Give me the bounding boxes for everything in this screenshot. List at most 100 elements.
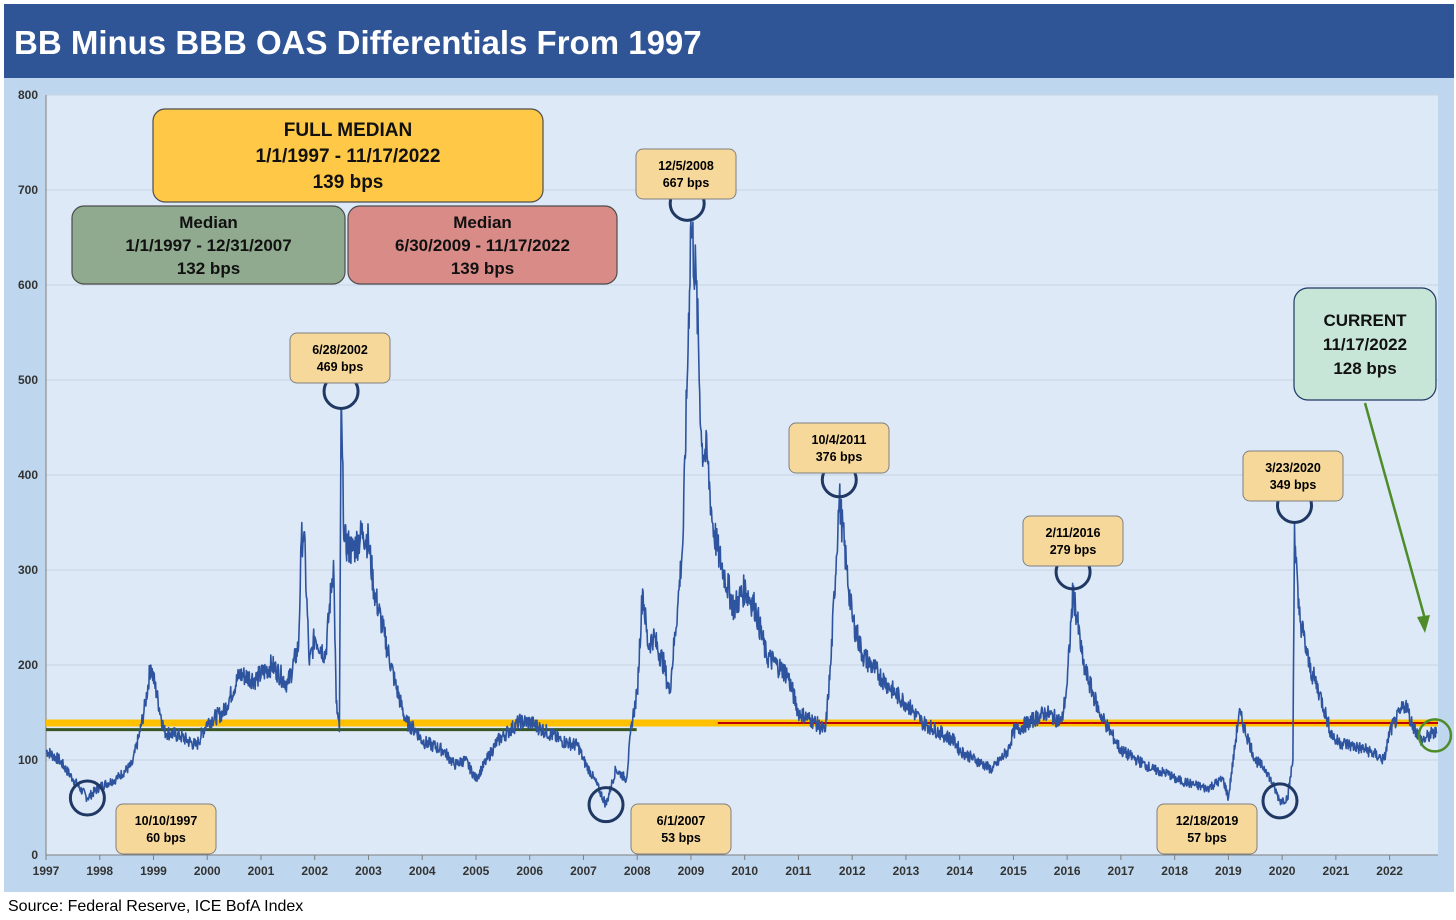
x-tick-label: 2020	[1269, 864, 1296, 878]
x-tick-label: 2012	[839, 864, 866, 878]
trough-callout: 6/1/2007 53 bps	[587, 786, 732, 855]
median-box-full: FULL MEDIAN 1/1/1997 - 11/17/2022 139 bps	[152, 108, 544, 203]
callout-box	[289, 332, 391, 384]
x-tick-label: 2021	[1323, 864, 1350, 878]
callout-date: 10/4/2011	[812, 433, 867, 447]
trough-callout: 12/18/2019 57 bps	[1156, 782, 1299, 855]
x-tick-label: 2013	[893, 864, 920, 878]
x-tick-label: 2006	[516, 864, 543, 878]
trough-marker-circle	[587, 786, 625, 824]
x-tick-label: 2022	[1376, 864, 1403, 878]
callout-date: 10/10/1997	[135, 814, 198, 828]
x-tick-label: 2008	[624, 864, 651, 878]
x-tick-label: 1999	[140, 864, 167, 878]
current-arrow-shaft	[1363, 402, 1427, 620]
median-box-pre: Median 1/1/1997 - 12/31/2007 132 bps	[71, 205, 346, 285]
x-tick-label: 2010	[731, 864, 758, 878]
chart-frame: 0 100 200 300 400 500 600 700 800 1997 1998 1999 200…	[4, 78, 1454, 892]
source-note: Source: Federal Reserve, ICE BofA Index	[8, 898, 304, 915]
median-box-bg	[347, 205, 618, 285]
x-tick-label: 2009	[678, 864, 705, 878]
current-box-bg	[1293, 287, 1437, 401]
x-tick-label: 2001	[248, 864, 275, 878]
median-box-line: 132 bps	[177, 259, 240, 278]
x-tick-label: 2005	[463, 864, 490, 878]
trough-marker-circle	[68, 779, 106, 817]
x-tick-label: 2011	[785, 864, 811, 878]
median-box-line: FULL MEDIAN	[284, 120, 412, 141]
x-tick-label: 2017	[1108, 864, 1135, 878]
x-tick-label: 2019	[1215, 864, 1242, 878]
current-box-line: CURRENT	[1323, 311, 1407, 330]
current-box-line: 128 bps	[1333, 359, 1396, 378]
y-tick-label: 100	[18, 753, 38, 767]
callout-box	[1156, 803, 1258, 855]
current-box-line: 11/17/2022	[1323, 335, 1407, 354]
median-box-line: 139 bps	[313, 172, 384, 193]
median-box-post: Median 6/30/2009 - 11/17/2022 139 bps	[347, 205, 618, 285]
callout-value: 60 bps	[146, 831, 186, 845]
callout-date: 6/1/2007	[657, 814, 706, 828]
y-tick-label: 600	[18, 278, 38, 292]
callout-box	[115, 803, 217, 855]
callout-value: 469 bps	[317, 360, 364, 374]
median-box-bg	[152, 108, 544, 203]
peak-callout: 6/28/2002 469 bps	[289, 332, 391, 410]
x-tick-label: 2014	[946, 864, 973, 878]
callout-date: 12/5/2008	[658, 159, 714, 173]
median-box-line: 6/30/2009 - 11/17/2022	[395, 236, 570, 255]
x-tick-label: 2015	[1000, 864, 1027, 878]
x-tick-label: 2007	[570, 864, 597, 878]
median-box-bg	[71, 205, 346, 285]
y-tick-label: 500	[18, 373, 38, 387]
oas-chart: 0 100 200 300 400 500 600 700 800 1997 1998 1999 200…	[18, 88, 1453, 878]
trough-marker-circle	[1261, 782, 1299, 820]
peak-callout: 2/11/2016 279 bps	[1022, 515, 1124, 591]
x-tick-label: 2002	[301, 864, 328, 878]
x-tick-label: 2016	[1054, 864, 1081, 878]
y-tick-label: 800	[18, 88, 38, 102]
callout-value: 349 bps	[1270, 478, 1317, 492]
page-title: BB Minus BBB OAS Differentials From 1997	[14, 24, 702, 61]
median-box-line: 1/1/1997 - 12/31/2007	[125, 236, 291, 255]
callout-value: 57 bps	[1187, 831, 1227, 845]
title-bar: BB Minus BBB OAS Differentials From 1997	[4, 4, 1454, 78]
current-arrow-head	[1417, 615, 1430, 633]
median-box-line: Median	[179, 213, 238, 232]
peak-callout: 12/5/2008 667 bps	[635, 148, 737, 222]
callout-box	[1242, 450, 1344, 502]
median-box-line: 1/1/1997 - 11/17/2022	[256, 146, 441, 167]
y-tick-label: 400	[18, 468, 38, 482]
callout-box	[788, 422, 890, 474]
callout-value: 376 bps	[816, 450, 863, 464]
median-box-line: 139 bps	[451, 259, 514, 278]
trough-callout: 10/10/1997 60 bps	[68, 779, 217, 855]
callout-box	[635, 148, 737, 200]
y-tick-label: 700	[18, 183, 38, 197]
callout-date: 12/18/2019	[1176, 814, 1239, 828]
callout-box	[630, 803, 732, 855]
current-marker-circle	[1417, 718, 1453, 753]
x-tick-label: 2000	[194, 864, 221, 878]
y-tick-label: 200	[18, 658, 38, 672]
callout-value: 667 bps	[663, 176, 710, 190]
x-tick-label: 2003	[355, 864, 382, 878]
x-tick-label: 2018	[1161, 864, 1188, 878]
callout-date: 3/23/2020	[1265, 461, 1321, 475]
y-tick-label: 300	[18, 563, 38, 577]
x-tick-label: 1997	[33, 864, 60, 878]
callout-value: 53 bps	[661, 831, 701, 845]
median-box-line: Median	[453, 213, 512, 232]
callout-box	[1022, 515, 1124, 567]
peak-callout: 3/23/2020 349 bps	[1242, 450, 1344, 524]
spread-series-line	[45, 220, 1438, 808]
callout-date: 2/11/2016	[1046, 526, 1101, 540]
current-callout: CURRENT 11/17/2022 128 bps	[1293, 287, 1453, 753]
x-tick-label: 2004	[409, 864, 436, 878]
callout-value: 279 bps	[1050, 543, 1097, 557]
y-tick-label: 0	[31, 848, 38, 862]
x-tick-label: 1998	[86, 864, 113, 878]
callout-date: 6/28/2002	[312, 343, 368, 357]
peak-callout: 10/4/2011 376 bps	[788, 422, 890, 499]
